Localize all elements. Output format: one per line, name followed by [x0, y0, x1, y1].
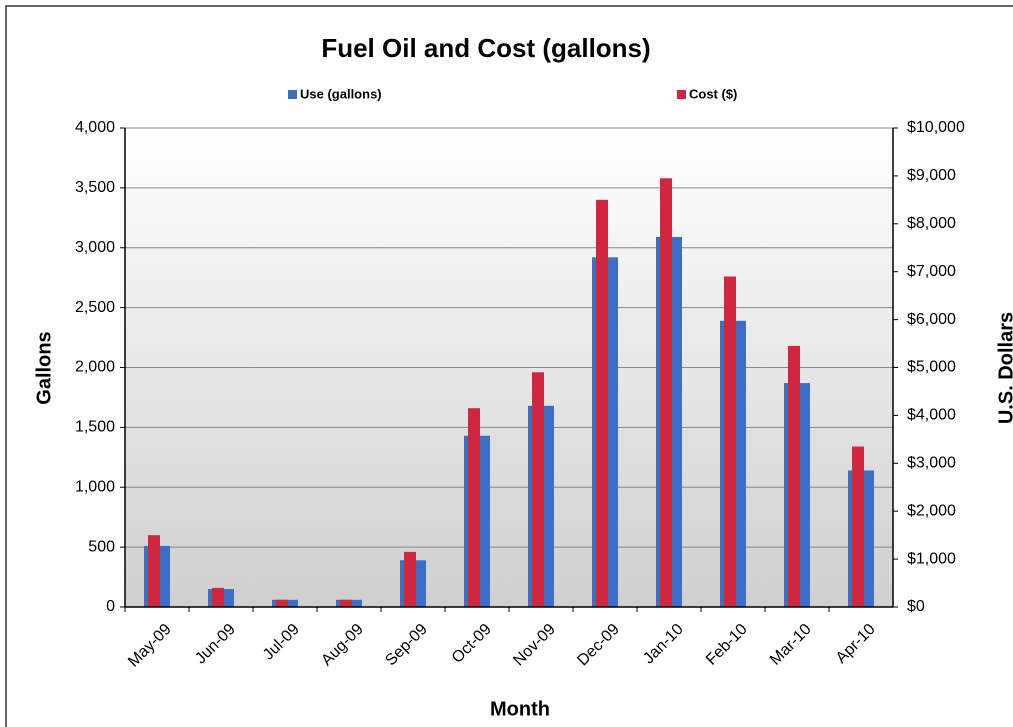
bar	[596, 199, 608, 607]
y-tick-label: 0	[106, 598, 115, 615]
bar	[212, 587, 224, 607]
bar	[532, 372, 544, 607]
bar	[852, 446, 864, 607]
x-tick-label: Jan-10	[640, 621, 687, 668]
chart-title: Fuel Oil and Cost (gallons)	[321, 33, 650, 63]
y2-tick-label: $5,000	[907, 359, 956, 376]
x-tick-label: Jul-09	[260, 621, 303, 664]
bar	[468, 408, 480, 607]
y2-axis-label: U.S. Dollars	[995, 312, 1013, 424]
x-tick-label: Aug-09	[318, 621, 367, 670]
y2-tick-label: $9,000	[907, 167, 956, 184]
legend-swatch	[677, 90, 686, 99]
y-tick-label: 3,500	[75, 179, 115, 196]
x-tick-label: May-09	[125, 621, 175, 671]
y-tick-label: 500	[88, 538, 115, 555]
y2-tick-label: $6,000	[907, 311, 956, 328]
x-tick-label: Sep-09	[382, 621, 431, 670]
y-tick-label: 3,000	[75, 239, 115, 256]
x-tick-label: Oct-09	[449, 621, 495, 667]
bar	[340, 599, 352, 607]
x-tick-label: Feb-10	[703, 621, 751, 669]
y-tick-label: 4,000	[75, 119, 115, 136]
frame	[5, 5, 1013, 727]
y2-tick-label: $7,000	[907, 263, 956, 280]
x-tick-label: Apr-10	[833, 621, 879, 667]
legend-label: Cost ($)	[689, 86, 737, 101]
y2-tick-label: $1,000	[907, 550, 956, 567]
y2-tick-label: $3,000	[907, 455, 956, 472]
y2-tick-label: $4,000	[907, 407, 956, 424]
y-tick-label: 2,000	[75, 359, 115, 376]
x-tick-label: Nov-09	[510, 621, 559, 670]
bar	[276, 599, 288, 607]
y2-tick-label: $10,000	[907, 119, 965, 136]
bar	[724, 276, 736, 607]
y2-tick-label: $2,000	[907, 502, 956, 519]
bar	[660, 178, 672, 608]
legend-label: Use (gallons)	[300, 86, 382, 101]
x-tick-label: Dec-09	[574, 621, 623, 670]
x-axis-label: Month	[490, 698, 550, 720]
x-tick-label: Mar-10	[767, 621, 815, 669]
y2-tick-label: $8,000	[907, 215, 956, 232]
legend-swatch	[288, 90, 297, 99]
bar	[148, 535, 160, 607]
y-axis-label: Gallons	[33, 331, 55, 404]
bar	[404, 551, 416, 607]
y-tick-label: 1,000	[75, 478, 115, 495]
x-tick-label: Jun-09	[192, 621, 239, 668]
y-tick-label: 1,500	[75, 419, 115, 436]
bar	[788, 345, 800, 607]
y-tick-label: 2,500	[75, 299, 115, 316]
y2-tick-label: $0	[907, 598, 925, 615]
